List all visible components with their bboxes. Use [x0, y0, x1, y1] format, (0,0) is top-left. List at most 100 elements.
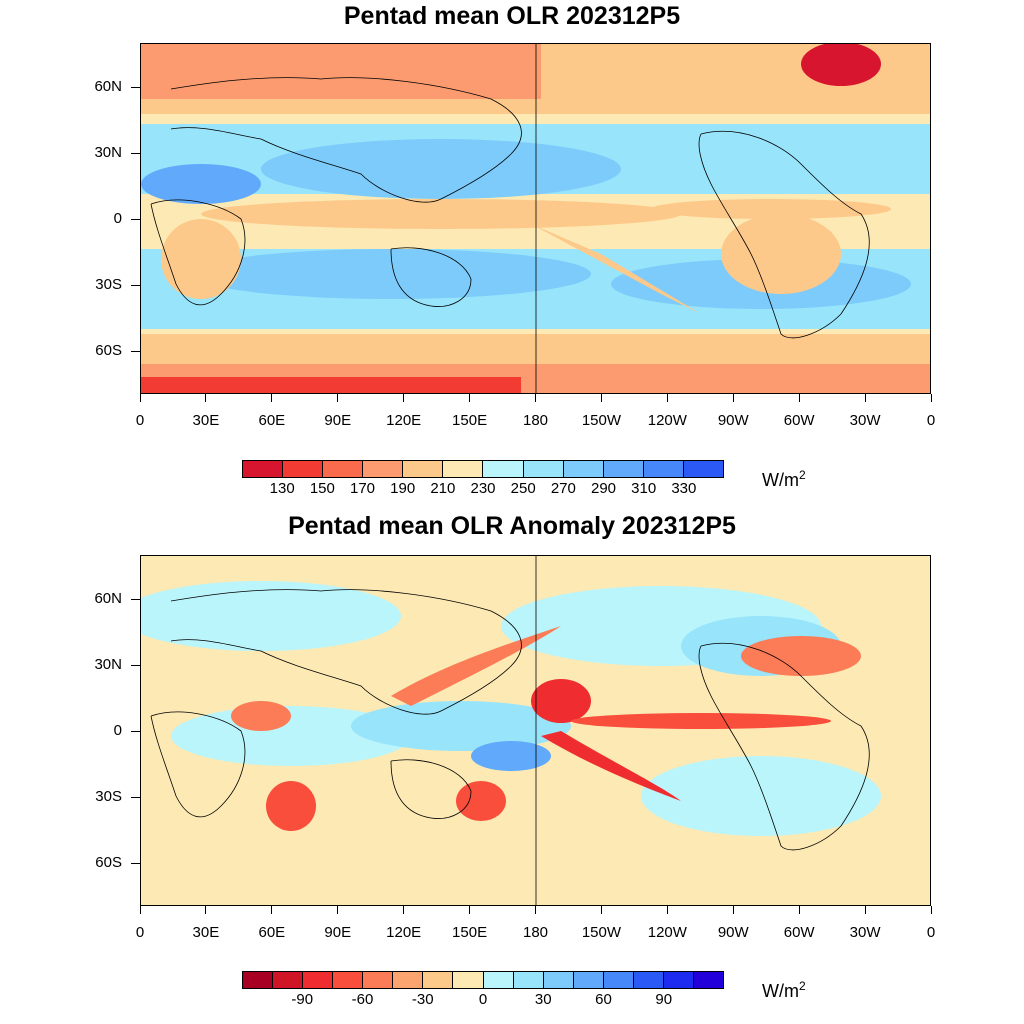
colorbar-label: -60 [351, 991, 374, 1008]
colorbar-swatch [543, 972, 574, 988]
colorbar-swatch [573, 972, 604, 988]
x-tick-mark [469, 906, 471, 914]
x-tick-label: 60W [783, 924, 815, 941]
y-tick-label: 30S [95, 788, 122, 805]
colorbar-swatch [323, 461, 364, 477]
y-tick-label: 60S [95, 854, 122, 871]
colorbar-swatch [453, 972, 484, 988]
x-tick-label: 120E [386, 924, 422, 941]
x-tick-label: 30E [192, 412, 220, 429]
colorbar-swatch [243, 972, 274, 988]
y-tick-label: 60N [94, 590, 122, 607]
colorbar-swatch [243, 461, 284, 477]
x-tick-mark [732, 394, 734, 402]
x-tick-label: 90E [324, 412, 352, 429]
olr-map-panel [140, 43, 931, 394]
y-tick-label: 30N [94, 656, 122, 673]
x-tick-mark [732, 906, 734, 914]
colorbar-swatch [633, 972, 664, 988]
colorbar-swatch [363, 461, 404, 477]
olr-anomaly-colorbar [242, 971, 724, 989]
colorbar-label: 150 [309, 480, 335, 497]
x-tick-mark [930, 394, 932, 402]
y-tick-label: 60N [94, 78, 122, 95]
x-tick-mark [600, 394, 602, 402]
colorbar-swatch [643, 461, 684, 477]
y-tick-mark [131, 730, 140, 732]
olr-colorbar [242, 460, 724, 478]
y-tick-label: 30N [94, 144, 122, 161]
colorbar-swatch [483, 461, 524, 477]
x-tick-mark [666, 906, 668, 914]
x-tick-label: 0 [926, 412, 936, 429]
colorbar-label: 0 [478, 991, 488, 1008]
colorbar-label: 60 [595, 991, 612, 1008]
y-tick-mark [131, 664, 140, 666]
colorbar-swatch [683, 461, 723, 477]
x-tick-mark [337, 906, 339, 914]
y-tick-mark [131, 598, 140, 600]
colorbar-label: 330 [671, 480, 697, 497]
x-tick-mark [139, 906, 141, 914]
colorbar-swatch [443, 461, 484, 477]
colorbar-swatch [523, 461, 564, 477]
map-title-olr: Pentad mean OLR 202312P5 [343, 2, 681, 30]
olr-map-canvas [141, 44, 930, 393]
x-tick-mark [600, 906, 602, 914]
colorbar-swatch [333, 972, 364, 988]
x-tick-mark [337, 394, 339, 402]
colorbar-label: 310 [631, 480, 657, 497]
y-tick-mark [131, 350, 140, 352]
colorbar-swatch [513, 972, 544, 988]
y-tick-label: 0 [113, 210, 122, 227]
colorbar-swatch [283, 461, 324, 477]
colorbar-label: 270 [550, 480, 576, 497]
x-tick-label: 60E [258, 412, 286, 429]
x-tick-label: 120W [647, 412, 687, 429]
x-tick-mark [535, 906, 536, 914]
map-title-olr-anomaly: Pentad mean OLR Anomaly 202312P5 [288, 512, 736, 540]
olr-anomaly-map-canvas [141, 556, 930, 905]
colorbar-label: 190 [390, 480, 416, 497]
colorbar-swatch [563, 461, 604, 477]
colorbar-label: -30 [411, 991, 434, 1008]
colorbar-swatch [273, 972, 304, 988]
y-tick-label: 0 [113, 722, 122, 739]
colorbar-label: 230 [470, 480, 496, 497]
colorbar-label: 250 [510, 480, 536, 497]
x-tick-label: 0 [135, 412, 145, 429]
colorbar-swatch [393, 972, 424, 988]
x-tick-label: 30W [849, 412, 881, 429]
colorbar-swatch [423, 972, 454, 988]
y-tick-mark [131, 796, 140, 798]
x-tick-label: 180 [522, 412, 549, 429]
colorbar-swatch [303, 972, 334, 988]
x-tick-label: 90W [717, 412, 749, 429]
x-tick-label: 0 [926, 924, 936, 941]
x-tick-label: 150W [581, 924, 621, 941]
x-tick-label: 120W [647, 924, 687, 941]
colorbar-label: 210 [430, 480, 456, 497]
colorbar-swatch [483, 972, 514, 988]
olr-anomaly-colorbar-unit: W/m2 [762, 979, 806, 1001]
y-tick-mark [131, 152, 140, 154]
x-tick-mark [798, 394, 800, 402]
x-tick-mark [205, 906, 207, 914]
x-tick-mark [864, 906, 866, 914]
x-tick-label: 120E [386, 412, 422, 429]
x-tick-mark [864, 394, 866, 402]
x-tick-label: 150E [452, 412, 488, 429]
x-tick-mark [271, 394, 273, 402]
x-tick-label: 180 [522, 924, 549, 941]
x-tick-mark [798, 906, 800, 914]
colorbar-swatch [603, 461, 644, 477]
x-tick-mark [205, 394, 207, 402]
colorbar-swatch [693, 972, 723, 988]
x-tick-label: 60W [783, 412, 815, 429]
colorbar-swatch [403, 461, 444, 477]
y-tick-mark [131, 218, 140, 220]
colorbar-swatch [663, 972, 694, 988]
colorbar-swatch [603, 972, 634, 988]
colorbar-label: 170 [349, 480, 376, 497]
colorbar-label: 90 [655, 991, 673, 1008]
